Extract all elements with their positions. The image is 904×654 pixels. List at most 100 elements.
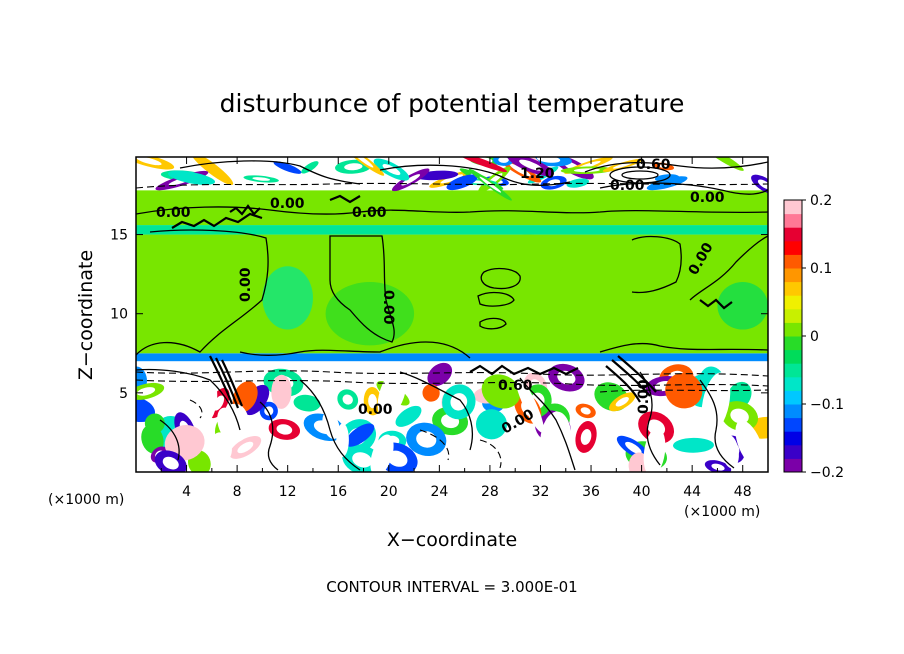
eddy-core <box>440 174 464 184</box>
eddy <box>672 437 714 453</box>
y-axis-label: Z−coordinate <box>75 250 97 380</box>
eddy-core <box>519 159 543 171</box>
colorbar-swatch <box>784 376 802 391</box>
plot-area <box>136 157 768 472</box>
eddy-core <box>401 174 421 186</box>
colorbar-swatch <box>784 295 802 310</box>
eddy-gap <box>701 372 731 434</box>
eddy <box>232 381 258 413</box>
eddy-gap <box>735 420 764 468</box>
eddy-core <box>730 408 749 424</box>
contour-clusters <box>171 194 733 409</box>
eddy <box>168 170 216 185</box>
eddy-core <box>344 163 363 171</box>
eddy-core <box>382 164 401 176</box>
plot-frame <box>135 156 769 473</box>
eddy-gap <box>377 368 407 419</box>
contour-interval-note: CONTOUR INTERVAL = 3.000E-01 <box>326 578 577 596</box>
contour-lines <box>136 160 768 471</box>
colorbar-swatch <box>784 281 802 296</box>
x-tick-label: 32 <box>532 484 550 500</box>
colorbar-swatch <box>784 308 802 323</box>
contour-label: 0.00 <box>270 196 305 212</box>
field-patch <box>325 282 415 346</box>
y-tick-label: 10 <box>110 307 128 323</box>
colorbar-tick-label: −0.2 <box>810 465 844 481</box>
x-unit-left: (×1000 m) <box>48 492 124 508</box>
eddy-core <box>615 397 629 407</box>
contour-label: 0.00 <box>380 290 396 325</box>
eddy <box>704 157 744 171</box>
colorbar <box>784 200 802 473</box>
contour-label: 0.00 <box>690 190 725 206</box>
y-tick-label: 15 <box>110 228 128 244</box>
eddy-gap <box>370 434 394 472</box>
x-axis: 4 8 12 16 20 24 28 32 36 40 44 48 <box>160 157 752 500</box>
colorbar-tick-label: 0.2 <box>810 193 832 209</box>
colorbar-swatch <box>784 254 802 269</box>
eddy-core <box>276 424 293 435</box>
x-tick-label: 12 <box>279 484 297 500</box>
contour-label: 0.00 <box>636 379 652 414</box>
eddy-core <box>509 163 531 177</box>
eddy-core <box>658 164 670 169</box>
colorbar-swatch <box>784 404 802 419</box>
contour-label: 0.60 <box>498 378 533 394</box>
colorbar-swatch <box>784 336 802 351</box>
eddy-core <box>162 456 179 470</box>
x-tick-label: 28 <box>481 484 499 500</box>
colorbar-swatch <box>784 431 802 446</box>
colorbar-swatch <box>784 349 802 364</box>
colorbar-swatch <box>784 200 802 215</box>
field-layer <box>136 353 768 362</box>
contour-label: 0.00 <box>352 205 387 221</box>
x-tick-label: 36 <box>582 484 600 500</box>
eddy-core <box>416 430 437 448</box>
colorbar-tick-label: 0 <box>810 329 819 345</box>
eddy-core <box>498 157 509 163</box>
x-tick-label: 16 <box>329 484 347 500</box>
eddy <box>271 374 292 409</box>
eddy <box>273 161 302 174</box>
eddy-gap <box>336 423 349 457</box>
contour-label: 0.00 <box>358 402 393 418</box>
eddy <box>144 413 165 434</box>
contour-label: 0.00 <box>238 267 254 302</box>
eddy-core <box>137 387 156 396</box>
eddy-core <box>625 441 642 454</box>
colorbar-swatch <box>784 213 802 228</box>
contour-label: 0.60 <box>636 157 671 173</box>
colorbar-swatch <box>784 322 802 337</box>
colorbar-swatch <box>784 390 802 405</box>
x-tick-label: 44 <box>683 484 701 500</box>
field-patch <box>717 282 768 330</box>
eddy <box>422 384 440 402</box>
colorbar-swatch <box>784 458 802 473</box>
field-eddies <box>136 157 768 472</box>
eddy-gap <box>191 372 218 426</box>
colorbar-swatch <box>784 444 802 459</box>
colorbar-swatch <box>784 363 802 378</box>
x-tick-label: 24 <box>430 484 448 500</box>
eddy <box>345 423 375 447</box>
contour-label: 0.00 <box>610 178 645 194</box>
eddy <box>475 409 508 440</box>
eddy <box>427 362 453 387</box>
eddy-core <box>580 429 592 445</box>
contour-label: 0.00 <box>156 205 191 221</box>
dashed-contours <box>136 182 768 469</box>
colorbar-swatch <box>784 240 802 255</box>
colorbar-swatch <box>784 268 802 283</box>
x-unit-right: (×1000 m) <box>684 504 760 520</box>
eddy-core <box>352 452 373 468</box>
eddy-core <box>342 394 353 405</box>
colorbar-swatch <box>784 227 802 242</box>
eddy-core <box>252 177 271 181</box>
eddy <box>301 161 319 174</box>
x-tick-label: 48 <box>734 484 752 500</box>
eddy <box>395 405 422 427</box>
eddy <box>136 397 156 423</box>
eddy-core <box>368 394 377 409</box>
field-layer <box>136 225 768 235</box>
eddy-gap <box>515 376 544 433</box>
